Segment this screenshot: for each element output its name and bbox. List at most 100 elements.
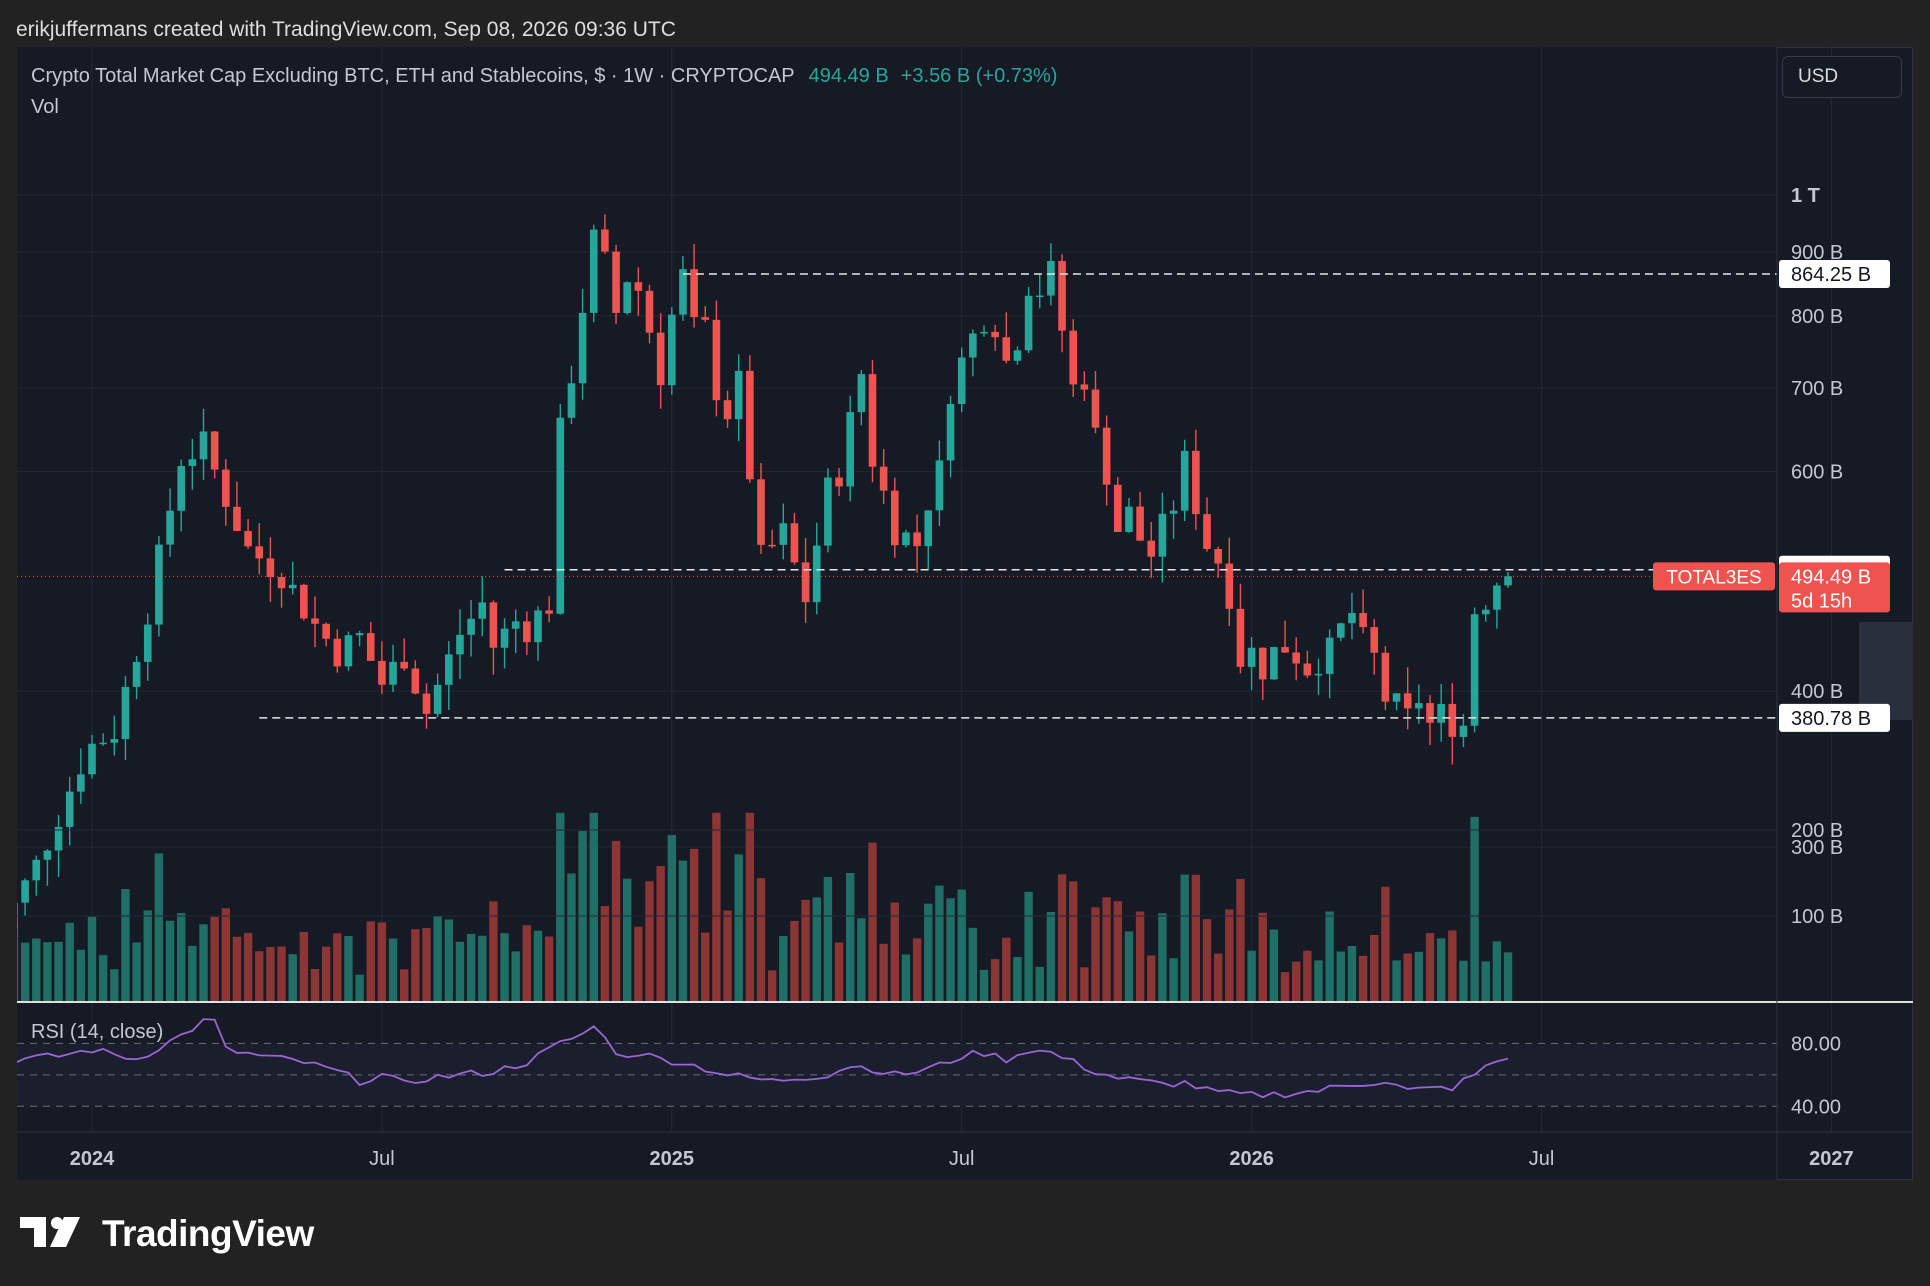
candle-body (1247, 647, 1256, 667)
candle-body (344, 635, 353, 667)
price-tick-label: 1 T (1791, 185, 1820, 207)
volume-bar (1135, 911, 1145, 1002)
candle-body (679, 269, 687, 315)
candle-body (768, 544, 776, 547)
candle-body (1270, 647, 1278, 680)
candle (601, 214, 609, 254)
volume-series (17, 812, 1513, 1002)
candle-body (467, 618, 475, 635)
currency-button[interactable]: USD (1782, 56, 1902, 98)
candle (589, 224, 598, 323)
candle (1381, 646, 1390, 711)
candle (17, 902, 18, 928)
candle-body (1013, 350, 1022, 361)
candle-body (824, 477, 832, 546)
candle (311, 596, 319, 648)
volume-bar (1269, 929, 1279, 1002)
candle-body (88, 743, 96, 775)
candle-body (188, 459, 197, 466)
candle (1504, 572, 1512, 589)
last-price-label: 494.49 B (1791, 566, 1871, 588)
candle-body (668, 314, 676, 386)
volume-tick-label: 200 B (1791, 820, 1843, 842)
candle (1214, 546, 1222, 578)
candle (1470, 607, 1479, 733)
candle-body (835, 477, 843, 487)
candle-body (445, 654, 453, 685)
candle-body (723, 400, 732, 420)
volume-bar (924, 903, 933, 1002)
level-price-tag (1779, 260, 1890, 289)
candle-body (812, 545, 821, 603)
candle (969, 329, 977, 377)
candle-body (601, 229, 609, 252)
volume-bar (1147, 955, 1156, 1002)
volume-bar (132, 942, 141, 1002)
candle (612, 244, 620, 324)
rsi-label: RSI (14, close) (31, 1021, 164, 1043)
candle-body (1392, 693, 1401, 702)
candle (1069, 319, 1077, 398)
volume-bar (321, 946, 331, 1002)
candle-body (1359, 613, 1367, 628)
volume-bar (1381, 886, 1390, 1002)
level-price-label: 864.25 B (1791, 264, 1871, 286)
volume-bar (110, 969, 119, 1002)
candle (1258, 647, 1267, 701)
volume-bar (154, 853, 164, 1002)
volume-bar (1213, 953, 1223, 1002)
candle (957, 347, 966, 413)
volume-bar (433, 915, 442, 1002)
candle (1337, 622, 1345, 642)
volume-bar (1503, 952, 1513, 1002)
symbol-header: Crypto Total Market Cap Excluding BTC, E… (31, 65, 1057, 88)
volume-bar (556, 812, 565, 1002)
volume-bar (1169, 958, 1178, 1002)
candle-body (511, 621, 520, 629)
candle (746, 355, 754, 483)
candle-body (1437, 703, 1445, 723)
candle (1403, 667, 1412, 730)
candle (902, 529, 910, 548)
price-tick-label: 400 B (1791, 681, 1843, 703)
candle-body (1381, 652, 1390, 702)
candle-body (17, 902, 18, 928)
symbol-tag-label: TOTAL3ES (1666, 567, 1761, 588)
volume-bar (333, 933, 342, 1002)
rsi-line (17, 1018, 1509, 1099)
time-tick-label: Jul (949, 1148, 975, 1170)
volume-bar (1102, 897, 1111, 1002)
volume-bar (32, 938, 41, 1002)
volume-bar (834, 942, 844, 1002)
volume-bar (466, 933, 476, 1002)
candle-body (746, 370, 754, 480)
volume-label: Vol (31, 96, 59, 118)
candle (556, 403, 565, 615)
candle-body (1303, 663, 1312, 676)
volume-bar (1057, 874, 1067, 1002)
candle-body (1214, 549, 1222, 564)
candle-body (712, 319, 721, 401)
candle (1437, 684, 1445, 742)
volume-bar (767, 970, 777, 1002)
volume-bar (366, 921, 375, 1002)
candle (355, 630, 364, 647)
candle-body (300, 584, 308, 619)
candle (177, 459, 185, 532)
symbol-tag (1653, 562, 1775, 591)
candle (913, 514, 921, 573)
volume-bar (1492, 941, 1502, 1002)
price-tick-label: 700 B (1791, 378, 1843, 400)
volume-bar (43, 942, 52, 1002)
candle (1114, 477, 1122, 533)
candle (132, 655, 141, 700)
candle-body (645, 290, 654, 333)
volume-bar (243, 932, 253, 1002)
candle-body (1002, 337, 1011, 361)
candle (88, 734, 96, 779)
candle (467, 600, 475, 657)
candle-body (65, 791, 74, 827)
candle-body (1203, 514, 1211, 550)
candle-body (1403, 693, 1412, 709)
